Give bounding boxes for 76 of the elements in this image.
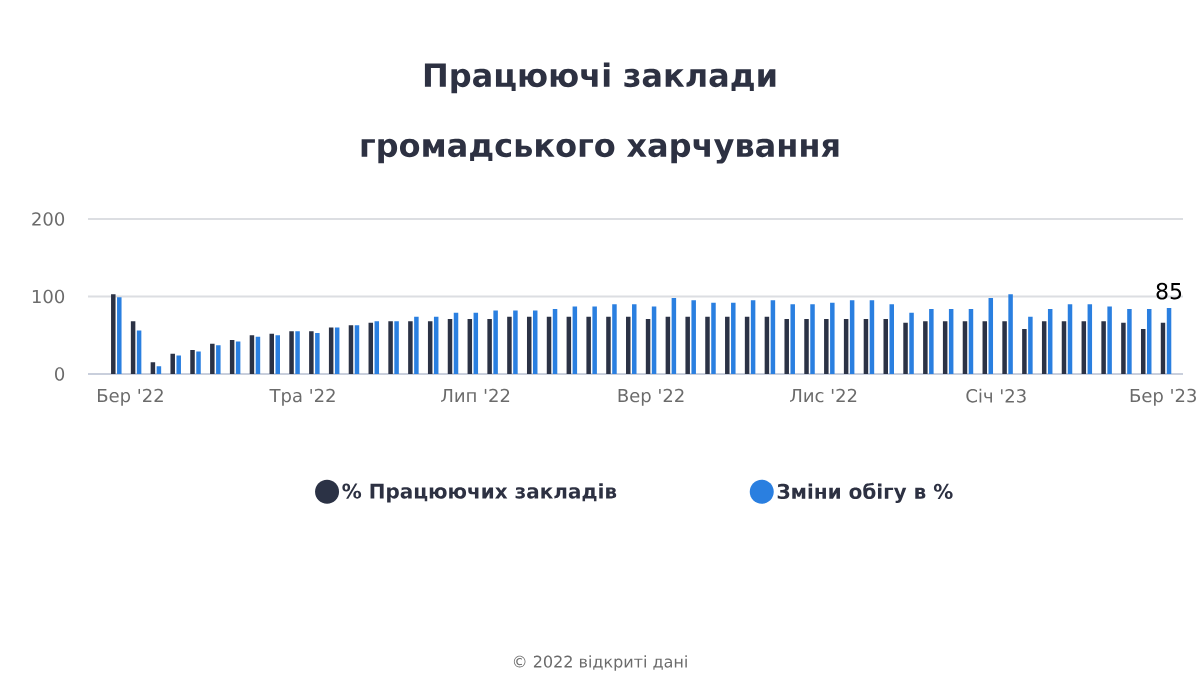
bar xyxy=(408,321,413,374)
bar xyxy=(606,316,611,374)
bar xyxy=(586,316,591,374)
bar xyxy=(830,302,835,374)
bar xyxy=(711,302,716,374)
bar xyxy=(725,316,730,374)
y-tick-label: 100 xyxy=(32,289,65,304)
bar xyxy=(269,333,274,374)
bar xyxy=(705,316,710,374)
bar xyxy=(235,341,241,374)
bar xyxy=(612,304,617,374)
bar xyxy=(626,316,631,374)
bar xyxy=(289,331,294,374)
bar xyxy=(883,318,888,374)
x-tick-label: Січ '23 xyxy=(966,388,1026,403)
bar xyxy=(156,366,162,374)
bar xyxy=(1101,321,1106,374)
bar xyxy=(784,318,789,374)
bar xyxy=(1028,316,1033,374)
bar xyxy=(923,321,928,374)
text: © 2022 відкриті дані xyxy=(513,655,687,671)
bar xyxy=(513,310,518,374)
bar xyxy=(388,321,393,374)
bar xyxy=(889,304,894,374)
x-tick-label: Вер '22 xyxy=(618,388,684,406)
bar xyxy=(414,316,419,374)
bar xyxy=(150,362,156,374)
bar xyxy=(249,335,255,374)
bar xyxy=(1107,306,1112,374)
bar xyxy=(493,310,498,374)
bar xyxy=(196,351,201,374)
bar xyxy=(487,318,492,374)
bar xyxy=(507,316,512,374)
bar xyxy=(334,327,340,374)
x-tick-label: Лис '22 xyxy=(790,388,857,403)
bar xyxy=(394,321,399,374)
bar xyxy=(295,331,300,374)
bar xyxy=(804,318,809,374)
bar xyxy=(824,318,829,374)
y-tick-label: 200 xyxy=(32,212,65,226)
bar xyxy=(691,300,696,374)
bar xyxy=(929,308,934,374)
x-tick-label: Лип '22 xyxy=(441,388,510,403)
y-tick-label: 0 xyxy=(55,367,65,381)
bar xyxy=(1022,329,1027,374)
x-tick-label: Бер '23 xyxy=(1130,388,1196,406)
x-tick-label: Бер '22 xyxy=(98,388,163,406)
bar xyxy=(315,332,320,374)
bar xyxy=(111,294,116,374)
bar xyxy=(632,304,637,374)
bar xyxy=(216,345,221,374)
x-tick-label: Тра '22 xyxy=(269,388,335,406)
bar xyxy=(275,335,280,374)
bar xyxy=(790,304,795,374)
bar xyxy=(170,353,175,374)
bar xyxy=(685,316,690,374)
bar xyxy=(210,343,215,374)
bar xyxy=(532,310,538,374)
bar xyxy=(1121,322,1126,374)
bar xyxy=(1008,294,1013,374)
bar xyxy=(1127,308,1132,374)
bar xyxy=(176,355,181,374)
bar xyxy=(328,327,334,374)
bar xyxy=(731,302,736,374)
bar xyxy=(190,349,195,374)
data-label: 85 xyxy=(1156,282,1182,300)
bar xyxy=(117,297,122,374)
bar xyxy=(810,304,815,374)
bar xyxy=(592,306,597,374)
legend-label: Зміни обігу в % xyxy=(777,482,953,504)
bar xyxy=(909,312,914,374)
bar xyxy=(1002,321,1007,374)
chart-title: Працюючі заклади громадського харчування xyxy=(361,62,839,164)
bar xyxy=(903,322,908,374)
bar xyxy=(309,331,314,374)
legend-label: % Працюючих закладів xyxy=(342,483,617,503)
